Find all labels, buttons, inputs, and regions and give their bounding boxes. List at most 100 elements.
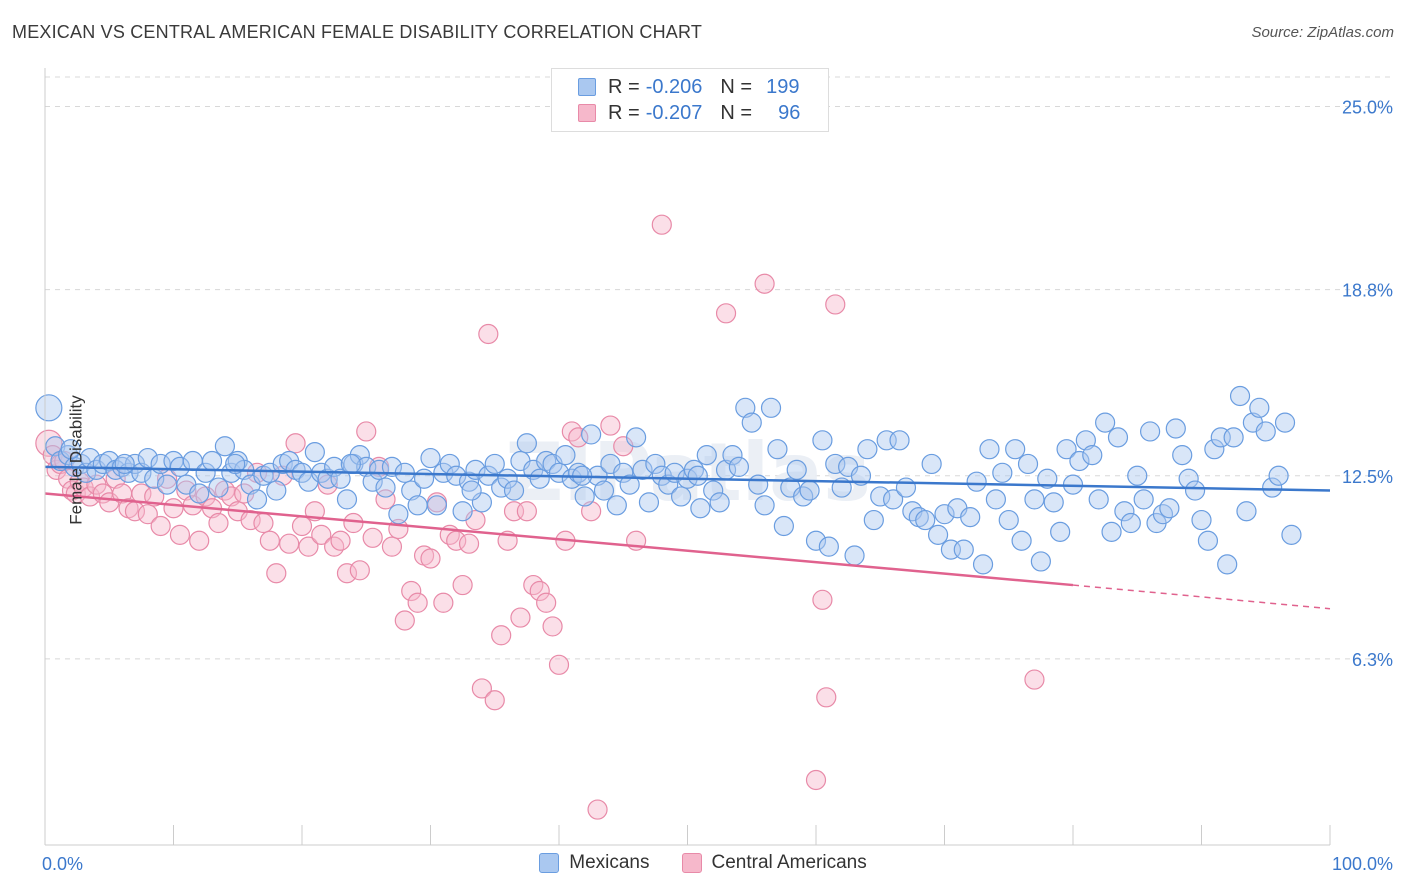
- mexicans-point: [870, 486, 891, 507]
- mexicans-point: [812, 430, 833, 451]
- mexicans-point: [1262, 477, 1283, 498]
- mexicans-point: [516, 433, 537, 454]
- legend-item-mexicans[interactable]: Mexicans: [539, 852, 650, 874]
- central-americans-point: [330, 530, 351, 551]
- mexicans-point: [825, 453, 846, 475]
- mexicans-point: [658, 474, 679, 495]
- mexicans-point: [670, 486, 692, 507]
- central-americans-point: [324, 536, 345, 557]
- mexicans-point: [581, 424, 602, 445]
- mexicans-point: [1159, 498, 1180, 519]
- legend-r-label: R =: [608, 101, 640, 124]
- mexicans-point: [1139, 421, 1161, 442]
- legend-item-central-americans[interactable]: Central Americans: [681, 852, 867, 874]
- legend-r-value: -0.207: [645, 101, 703, 124]
- legend-row-central-americans: R = -0.207 N = 96: [578, 100, 800, 126]
- central-americans-point: [600, 415, 621, 436]
- central-americans-trend-line: [44, 492, 1074, 587]
- central-americans-point: [279, 533, 300, 554]
- mexicans-point: [413, 468, 435, 489]
- mexicans-point: [1095, 412, 1116, 433]
- central-americans-point: [542, 616, 563, 637]
- legend-label-central-americans: Central Americans: [711, 852, 867, 873]
- stats-legend: R = -0.206 N = 199 R = -0.207 N = 96: [551, 68, 829, 132]
- mexicans-point: [1120, 512, 1141, 534]
- mexicans-point: [966, 471, 987, 492]
- legend-n-label: N =: [720, 75, 753, 98]
- mexicans-point: [1037, 468, 1058, 489]
- mexicans-point: [754, 495, 775, 516]
- mexicans-point: [426, 495, 448, 516]
- legend-swatch-central-americans: [578, 104, 596, 122]
- mexicans-point: [972, 554, 994, 575]
- mexicans-point: [1030, 551, 1051, 572]
- mexicans-point: [497, 468, 518, 489]
- mexicans-point: [452, 501, 473, 522]
- mexicans-point: [388, 504, 409, 525]
- y-tick-label: 6.3%: [1352, 650, 1393, 670]
- central-americans-point: [266, 563, 287, 584]
- axes: [44, 68, 1331, 846]
- central-americans-point: [298, 536, 319, 557]
- central-americans-point: [356, 421, 377, 442]
- mexicans-point: [369, 459, 390, 480]
- trend-lines: [44, 465, 1331, 610]
- central-americans-point: [208, 512, 229, 534]
- central-americans-point: [169, 524, 191, 545]
- mexicans-point: [606, 495, 627, 516]
- mexicans-point: [225, 453, 246, 475]
- mexicans-point: [687, 465, 708, 486]
- mexicans-point: [208, 477, 229, 498]
- mexicans-point: [735, 397, 756, 418]
- mexicans-point: [844, 545, 865, 566]
- central-americans-point: [394, 610, 415, 631]
- central-americans-point: [349, 560, 370, 581]
- mexicans-point: [728, 456, 750, 478]
- mexicans-point: [1088, 489, 1109, 510]
- mexicans-point: [169, 456, 191, 478]
- mexicans-point: [953, 539, 974, 560]
- mexicans-point: [1107, 427, 1129, 448]
- mexicans-point: [857, 439, 878, 460]
- mexicans-point: [748, 474, 769, 495]
- mexicans-point: [1197, 530, 1219, 551]
- mexicans-point: [767, 439, 788, 460]
- mexicans-point: [1223, 427, 1244, 448]
- central-americans-point: [259, 530, 280, 551]
- mexicans-point: [927, 524, 949, 545]
- central-americans-point: [137, 504, 158, 525]
- mexicans-point: [214, 436, 235, 457]
- mexicans-point: [1011, 530, 1032, 551]
- mexicans-point: [1005, 439, 1026, 460]
- mexicans-point: [529, 468, 550, 489]
- mexicans-point: [709, 492, 730, 513]
- mexicans-point: [786, 459, 807, 480]
- central-americans-point: [291, 515, 313, 537]
- y-axis-label: Female Disability: [66, 395, 86, 525]
- mexicans-point: [1229, 385, 1251, 407]
- mexicans-point: [882, 489, 904, 510]
- mexicans-point: [555, 444, 576, 466]
- mexicans-point: [1114, 501, 1135, 522]
- mexicans-point: [703, 480, 724, 501]
- mexicans-point: [593, 480, 615, 501]
- mexicans-point: [998, 509, 1019, 531]
- series-legend: Mexicans Central Americans: [0, 852, 1406, 874]
- y-tick-label: 12.5%: [1342, 467, 1393, 487]
- mexicans-point: [1255, 421, 1276, 442]
- source-text: Source: ZipAtlas.com: [1251, 24, 1394, 41]
- mexicans-point: [625, 427, 647, 448]
- mexicans-point: [741, 412, 762, 433]
- central-americans-point: [401, 580, 422, 602]
- mexicans-point: [381, 456, 403, 478]
- mexicans-point: [960, 507, 981, 528]
- mexicans-point: [1184, 480, 1206, 501]
- legend-r-value: -0.206: [645, 75, 703, 98]
- mexicans-point: [818, 536, 839, 557]
- central-americans-point: [163, 498, 184, 519]
- mexicans-point: [35, 394, 63, 422]
- central-americans-point: [529, 580, 550, 602]
- mexicans-point: [420, 447, 441, 469]
- mexicans-point: [246, 489, 268, 510]
- central-americans-point: [715, 303, 737, 324]
